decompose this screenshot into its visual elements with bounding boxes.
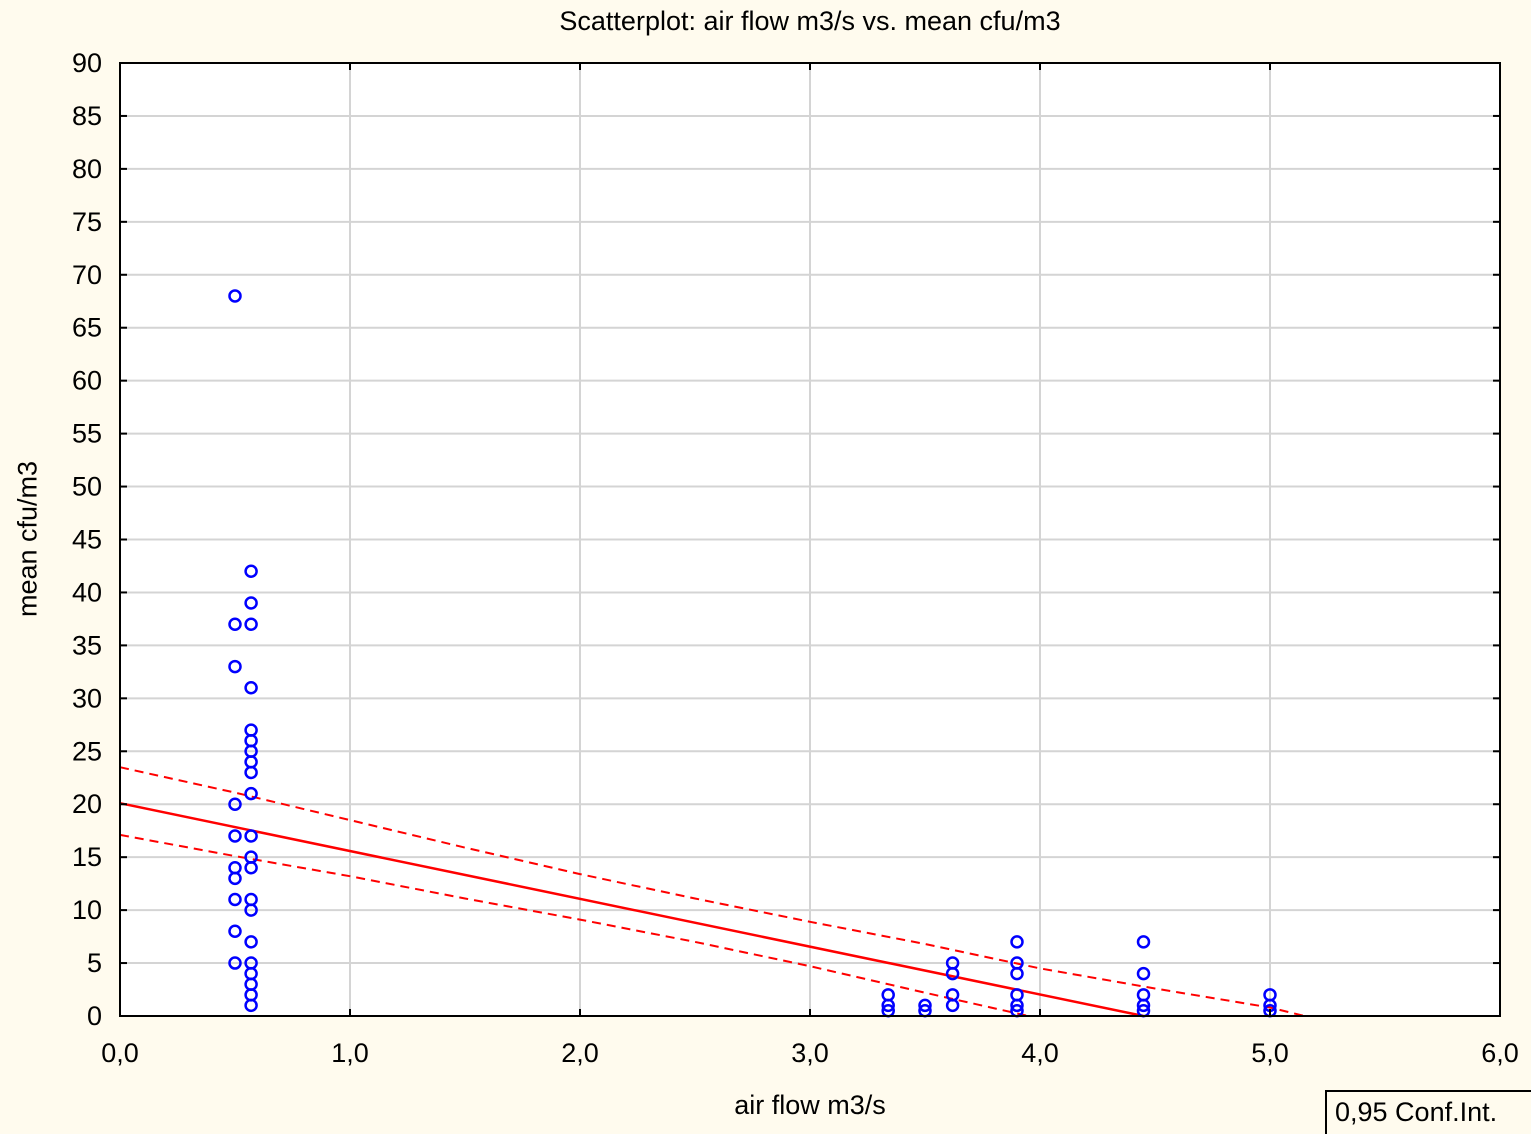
y-tick-label: 5 xyxy=(87,948,102,978)
data-point xyxy=(228,871,242,886)
data-point xyxy=(244,680,258,695)
data-point xyxy=(244,564,258,579)
x-tick-label: 5,0 xyxy=(1251,1038,1289,1068)
data-point xyxy=(945,966,960,981)
x-axis-label: air flow m3/s xyxy=(734,1090,886,1120)
y-tick-label: 40 xyxy=(72,577,102,607)
x-tick-label: 4,0 xyxy=(1021,1038,1059,1068)
y-tick-label: 45 xyxy=(72,525,102,555)
y-tick-label: 10 xyxy=(72,895,102,925)
data-point xyxy=(244,935,258,949)
data-point xyxy=(244,829,258,843)
y-tick-label: 50 xyxy=(72,472,102,502)
x-tick-label: 0,0 xyxy=(101,1038,139,1068)
data-point xyxy=(244,596,258,610)
data-point xyxy=(945,998,960,1013)
data-point xyxy=(1010,966,1024,981)
data-point xyxy=(228,924,242,939)
ci-upper-line xyxy=(119,766,1305,1017)
x-tick-label: 3,0 xyxy=(791,1038,829,1068)
y-tick-label: 25 xyxy=(72,736,102,766)
y-tick-label: 90 xyxy=(72,48,102,78)
data-point xyxy=(1136,966,1151,981)
x-tick-label: 6,0 xyxy=(1481,1038,1519,1068)
data-point xyxy=(244,617,258,631)
y-tick-label: 15 xyxy=(72,842,102,872)
data-point xyxy=(228,659,242,674)
data-point xyxy=(881,998,895,1013)
y-tick-label: 65 xyxy=(72,313,102,343)
data-point xyxy=(228,829,242,843)
y-tick-label: 75 xyxy=(72,207,102,237)
x-tick-label: 2,0 xyxy=(561,1038,599,1068)
data-point xyxy=(1136,935,1151,949)
conf-int-legend: 0,95 Conf.Int. xyxy=(1325,1090,1531,1134)
data-point xyxy=(1136,998,1151,1013)
x-tick-label: 1,0 xyxy=(331,1038,369,1068)
y-tick-label: 20 xyxy=(72,789,102,819)
chart-title: Scatterplot: air flow m3/s vs. mean cfu/… xyxy=(559,6,1061,36)
y-tick-label: 35 xyxy=(72,630,102,660)
y-tick-label: 55 xyxy=(72,419,102,449)
y-tick-label: 60 xyxy=(72,366,102,396)
data-point xyxy=(228,797,242,811)
data-point xyxy=(244,861,258,875)
y-tick-label: 70 xyxy=(72,260,102,290)
data-point xyxy=(244,786,258,801)
y-tick-label: 85 xyxy=(72,101,102,131)
data-point xyxy=(1010,998,1024,1013)
data-point xyxy=(918,998,932,1013)
data-point xyxy=(1010,935,1024,949)
data-point xyxy=(244,903,258,917)
y-tick-label: 80 xyxy=(72,154,102,184)
data-point xyxy=(228,617,242,631)
data-point xyxy=(228,892,242,907)
data-point xyxy=(228,956,242,970)
ci-lower-line xyxy=(119,833,1029,1017)
regression-line xyxy=(119,801,1144,1018)
data-point xyxy=(228,289,242,303)
y-tick-label: 30 xyxy=(72,683,102,713)
data-point xyxy=(244,765,258,780)
data-point xyxy=(244,998,258,1013)
y-tick-label: 0 xyxy=(87,1001,102,1031)
